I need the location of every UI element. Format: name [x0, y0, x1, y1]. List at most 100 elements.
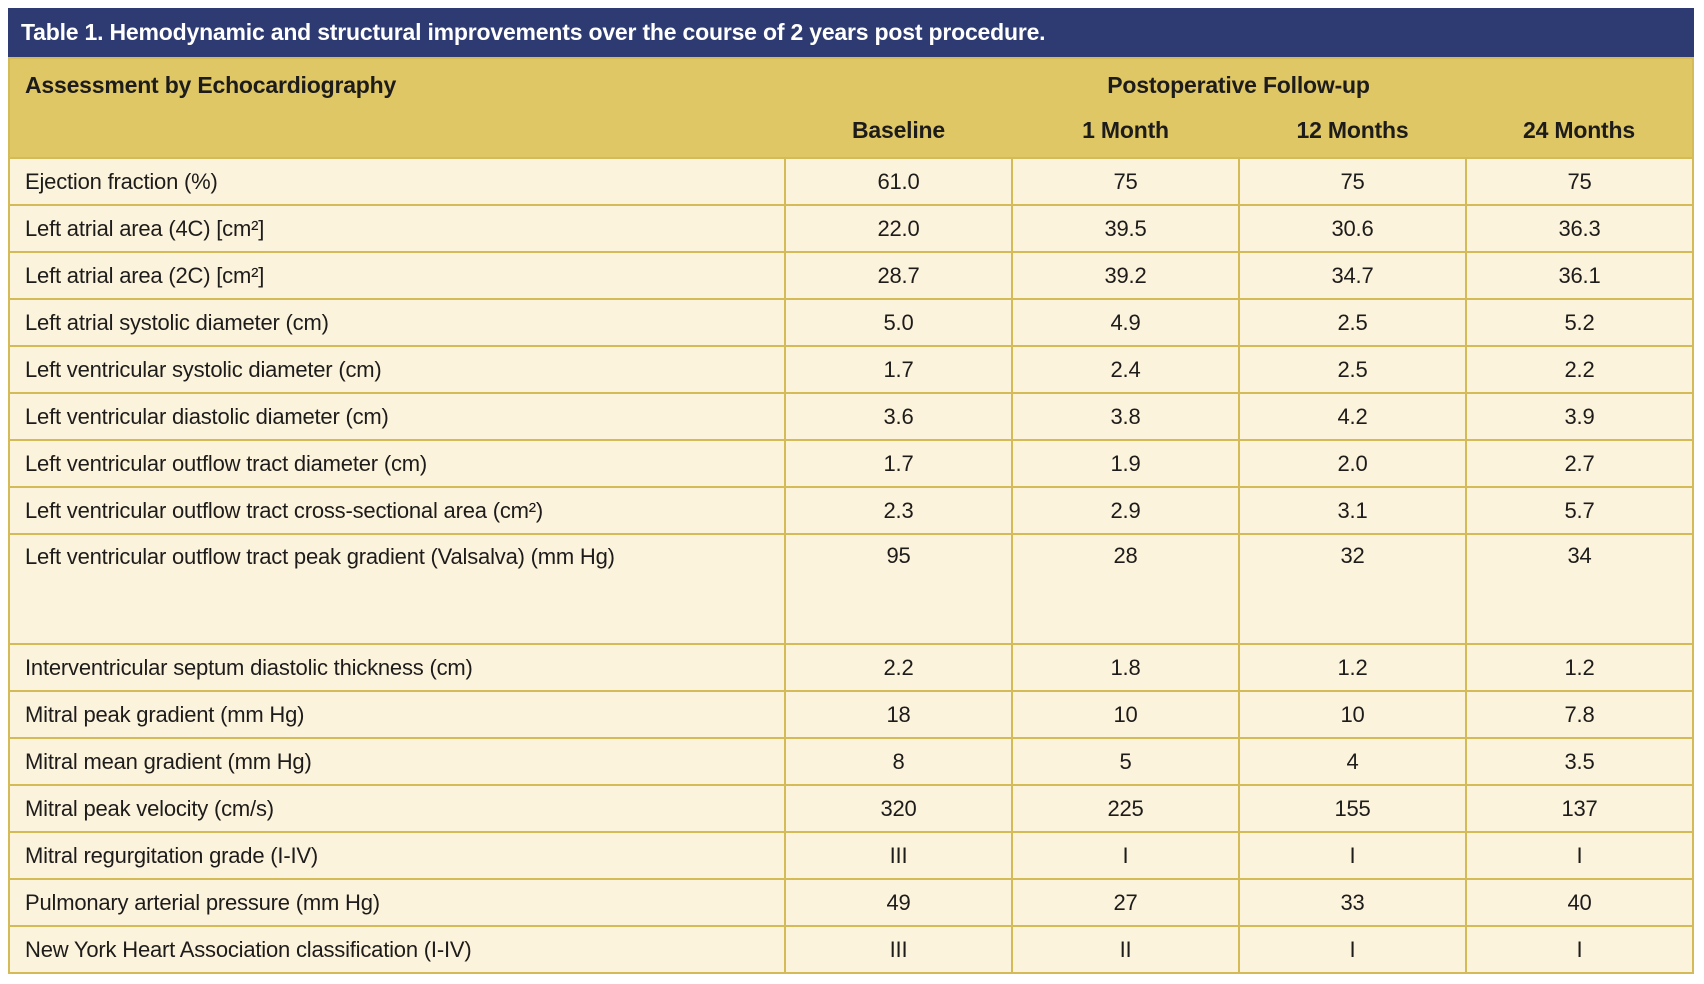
row-value: 3.8	[1011, 392, 1240, 441]
table-row: Interventricular septum diastolic thickn…	[8, 643, 1694, 692]
row-value: 1.2	[1465, 643, 1694, 692]
row-value: I	[1238, 925, 1467, 974]
table-row: Left ventricular outflow tract peak grad…	[8, 533, 1694, 645]
row-label: Left ventricular diastolic diameter (cm)	[8, 392, 786, 441]
row-value: 32	[1238, 533, 1467, 645]
row-value: 39.5	[1011, 204, 1240, 253]
row-value: 39.2	[1011, 251, 1240, 300]
row-value: 2.3	[784, 486, 1013, 535]
row-value: 7.8	[1465, 690, 1694, 739]
row-value: 4.9	[1011, 298, 1240, 347]
row-value: III	[784, 831, 1013, 880]
row-value: 61.0	[784, 157, 1013, 206]
row-value: 49	[784, 878, 1013, 927]
row-value: 36.1	[1465, 251, 1694, 300]
row-label: Ejection fraction (%)	[8, 157, 786, 206]
row-value: 3.6	[784, 392, 1013, 441]
row-value: 2.7	[1465, 439, 1694, 488]
row-value: 27	[1011, 878, 1240, 927]
row-value: 3.5	[1465, 737, 1694, 786]
table-row: Mitral regurgitation grade (I-IV) III I I I	[8, 831, 1694, 880]
row-value: 4	[1238, 737, 1467, 786]
header-columns-row: Baseline 1 Month 12 Months 24 Months	[9, 110, 1693, 158]
row-value: III	[784, 925, 1013, 974]
row-value: 34.7	[1238, 251, 1467, 300]
table-row: Left ventricular outflow tract diameter …	[8, 439, 1694, 488]
row-value: 28.7	[784, 251, 1013, 300]
row-value: 2.9	[1011, 486, 1240, 535]
row-value: 155	[1238, 784, 1467, 833]
row-value: II	[1011, 925, 1240, 974]
row-value: 75	[1238, 157, 1467, 206]
table-row: New York Heart Association classificatio…	[8, 925, 1694, 974]
row-value: 8	[784, 737, 1013, 786]
table-row: Mitral peak velocity (cm/s) 320 225 155 137	[8, 784, 1694, 833]
row-label: Mitral regurgitation grade (I-IV)	[8, 831, 786, 880]
row-label: Left ventricular outflow tract peak grad…	[8, 533, 786, 645]
row-value: 225	[1011, 784, 1240, 833]
table-row: Left ventricular diastolic diameter (cm)…	[8, 392, 1694, 441]
row-value: 22.0	[784, 204, 1013, 253]
row-value: 28	[1011, 533, 1240, 645]
row-value: 40	[1465, 878, 1694, 927]
row-label: Left ventricular systolic diameter (cm)	[8, 345, 786, 394]
table-title: Table 1. Hemodynamic and structural impr…	[21, 19, 1046, 45]
table-row: Mitral peak gradient (mm Hg) 18 10 10 7.8	[8, 690, 1694, 739]
row-value: 75	[1465, 157, 1694, 206]
table-body: Ejection fraction (%) 61.0 75 75 75 Left atri…	[8, 157, 1694, 974]
row-value: I	[1465, 831, 1694, 880]
row-label: Mitral peak velocity (cm/s)	[8, 784, 786, 833]
row-value: 137	[1465, 784, 1694, 833]
row-value: 2.5	[1238, 345, 1467, 394]
row-value: 1.7	[784, 439, 1013, 488]
row-value: 36.3	[1465, 204, 1694, 253]
row-value: 2.5	[1238, 298, 1467, 347]
row-value: 5.2	[1465, 298, 1694, 347]
row-value: 320	[784, 784, 1013, 833]
row-value: 4.2	[1238, 392, 1467, 441]
hemodynamics-table: Assessment by Echocardiography Postopera…	[8, 57, 1694, 974]
row-label: Left atrial systolic diameter (cm)	[8, 298, 786, 347]
header-group-row: Assessment by Echocardiography Postopera…	[9, 58, 1693, 158]
row-value: 2.2	[784, 643, 1013, 692]
row-value: 3.1	[1238, 486, 1467, 535]
row-label: Left atrial area (2C) [cm²]	[8, 251, 786, 300]
row-value: 18	[784, 690, 1013, 739]
row-value: 75	[1011, 157, 1240, 206]
table-title-bar: Table 1. Hemodynamic and structural impr…	[8, 8, 1694, 57]
column-header-baseline: Baseline	[785, 110, 1012, 158]
row-value: 30.6	[1238, 204, 1467, 253]
row-value: I	[1465, 925, 1694, 974]
row-value: 3.9	[1465, 392, 1694, 441]
row-value: 5.0	[784, 298, 1013, 347]
row-label: Mitral mean gradient (mm Hg)	[8, 737, 786, 786]
table-header: Assessment by Echocardiography Postopera…	[9, 58, 1693, 158]
row-value: 2.2	[1465, 345, 1694, 394]
row-label: Left ventricular outflow tract diameter …	[8, 439, 786, 488]
row-label: Left ventricular outflow tract cross-sec…	[8, 486, 786, 535]
postoperative-follow-up-header: Postoperative Follow-up	[785, 58, 1693, 110]
row-value: 1.7	[784, 345, 1013, 394]
row-label: Left atrial area (4C) [cm²]	[8, 204, 786, 253]
row-value: 33	[1238, 878, 1467, 927]
row-value: 5.7	[1465, 486, 1694, 535]
row-label: Pulmonary arterial pressure (mm Hg)	[8, 878, 786, 927]
row-value: 10	[1011, 690, 1240, 739]
table-row: Pulmonary arterial pressure (mm Hg) 49 27 3…	[8, 878, 1694, 927]
row-value: 2.4	[1011, 345, 1240, 394]
table-row: Left ventricular outflow tract cross-sec…	[8, 486, 1694, 535]
table-row: Left atrial area (2C) [cm²] 28.7 39.2 34.7 3…	[8, 251, 1694, 300]
column-header-24-months: 24 Months	[1466, 110, 1693, 158]
column-header-1-month: 1 Month	[1012, 110, 1239, 158]
row-label: Interventricular septum diastolic thickn…	[8, 643, 786, 692]
row-value: 10	[1238, 690, 1467, 739]
table-row: Left atrial systolic diameter (cm) 5.0 4.9…	[8, 298, 1694, 347]
row-value: I	[1238, 831, 1467, 880]
table-row: Ejection fraction (%) 61.0 75 75 75	[8, 157, 1694, 206]
row-value: 1.9	[1011, 439, 1240, 488]
row-value: 1.8	[1011, 643, 1240, 692]
table-row: Left ventricular systolic diameter (cm) 1…	[8, 345, 1694, 394]
assessment-by-echocardiography-header: Assessment by Echocardiography	[9, 58, 785, 158]
column-header-12-months: 12 Months	[1239, 110, 1466, 158]
